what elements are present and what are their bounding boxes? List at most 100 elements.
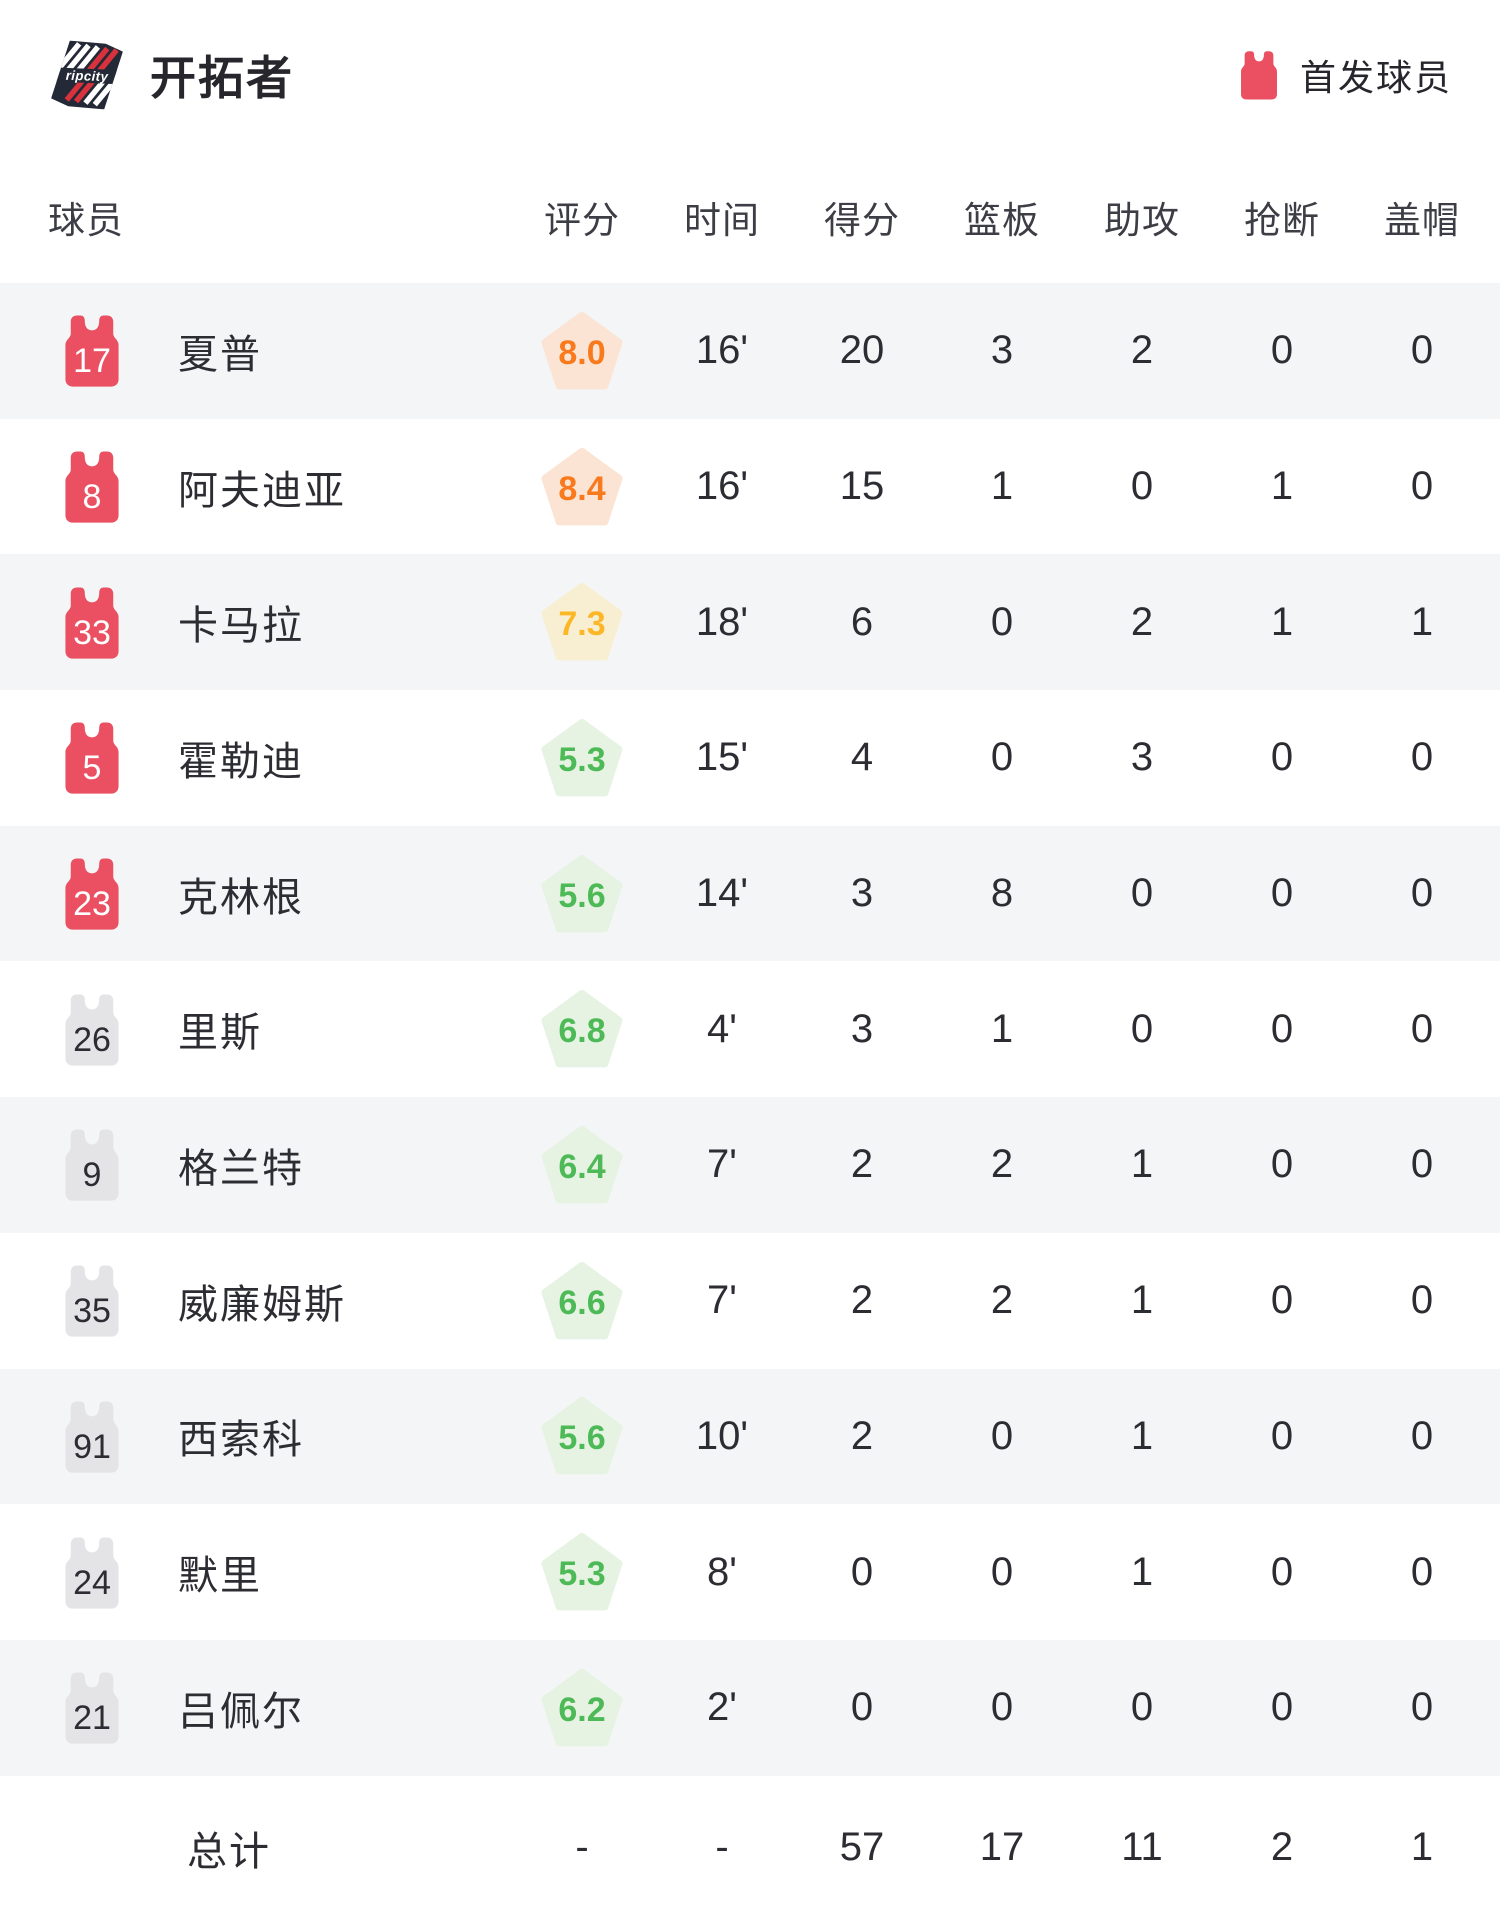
player-row[interactable]: 17 夏普 8.0 16' 20 3 2 0 0: [0, 283, 1500, 419]
stat-blocks: 0: [1410, 1685, 1434, 1730]
stat-blocks: 0: [1410, 871, 1434, 916]
player-name: 吕佩尔: [178, 1689, 304, 1734]
table-column-headers: 球员 评分 时间 得分 篮板 助攻 抢断 盖帽: [0, 150, 1500, 283]
jersey-icon: 35: [65, 1265, 119, 1337]
stat-rebounds: 2: [990, 1142, 1014, 1187]
team-block: ripcity 开拓者: [48, 39, 294, 111]
player-name: 西索科: [178, 1418, 304, 1463]
stat-points: 15: [839, 464, 885, 509]
rating-badge: 5.3: [540, 1531, 624, 1613]
stat-time: 7': [707, 1278, 737, 1323]
stat-assists: 0: [1130, 1685, 1154, 1730]
rating-value: 6.6: [558, 1283, 606, 1322]
rating-cell: 6.8: [512, 988, 652, 1070]
stat-time: 16': [695, 328, 749, 373]
starter-legend-label: 首发球员: [1299, 57, 1452, 98]
rating-badge: 5.3: [540, 717, 624, 799]
stat-blocks: 1: [1410, 599, 1434, 644]
totals-rating: -: [575, 1825, 589, 1870]
rating-value: 7.3: [558, 605, 606, 644]
jersey-number: 24: [73, 1563, 111, 1601]
rating-cell: 7.3: [512, 581, 652, 663]
totals-time: -: [715, 1825, 729, 1870]
rating-cell: 5.3: [512, 1531, 652, 1613]
stat-steals: 0: [1270, 735, 1294, 780]
rating-value: 8.0: [558, 333, 606, 372]
jersey-number: 35: [73, 1292, 111, 1330]
rating-value: 5.3: [558, 1555, 606, 1594]
player-row[interactable]: 21 吕佩尔 6.2 2' 0 0 0 0 0: [0, 1639, 1500, 1776]
player-name: 默里: [178, 1554, 262, 1599]
stat-assists: 1: [1130, 1142, 1154, 1187]
stat-assists: 0: [1130, 1006, 1154, 1051]
player-cell: 24 默里: [48, 1534, 512, 1611]
pentagon-icon: [541, 583, 623, 661]
stat-time: 18': [695, 599, 749, 644]
rating-value: 8.4: [558, 469, 606, 508]
column-header-blocks: 盖帽: [1384, 199, 1460, 241]
totals-label: 总计: [187, 1829, 271, 1874]
stat-steals: 0: [1270, 328, 1294, 373]
stat-time: 2': [707, 1685, 737, 1730]
stat-points: 0: [850, 1549, 874, 1594]
totals-row: 总计 - - 57 17 11 2 1: [0, 1775, 1500, 1920]
jersey-icon: 17: [65, 315, 119, 387]
page-title: 开拓者: [150, 52, 294, 104]
player-row[interactable]: 5 霍勒迪 5.3 15' 4 0 3 0 0: [0, 690, 1500, 826]
stat-time: 16': [695, 464, 749, 509]
stat-time: 4': [707, 1006, 737, 1051]
player-cell: 5 霍勒迪: [48, 719, 512, 796]
player-cell: 23 克林根: [48, 855, 512, 932]
player-row[interactable]: 91 西索科 5.6 10' 2 0 1 0 0: [0, 1368, 1500, 1505]
player-row[interactable]: 24 默里 5.3 8' 0 0 1 0 0: [0, 1504, 1500, 1640]
player-name: 里斯: [178, 1011, 262, 1056]
player-name: 卡马拉: [178, 604, 304, 649]
jersey-number: 5: [83, 749, 102, 787]
stat-points: 2: [850, 1413, 874, 1458]
starter-legend: 首发球员: [1236, 49, 1452, 101]
stat-points: 3: [850, 1006, 874, 1051]
stat-points: 0: [850, 1685, 874, 1730]
player-table-body: 17 夏普 8.0 16' 20 3 2 0 0 8 阿夫迪亚: [0, 283, 1500, 1776]
stat-steals: 0: [1270, 1413, 1294, 1458]
ripcity-logo-icon: ripcity: [51, 40, 123, 110]
logo-wordmark: ripcity: [66, 68, 109, 84]
player-cell: 33 卡马拉: [48, 584, 512, 661]
rating-value: 6.8: [558, 1012, 606, 1051]
stat-blocks: 0: [1410, 735, 1434, 780]
player-row[interactable]: 26 里斯 6.8 4' 3 1 0 0 0: [0, 961, 1500, 1097]
stat-time: 7': [707, 1142, 737, 1187]
stat-assists: 2: [1130, 599, 1154, 644]
column-header-player: 球员: [48, 199, 124, 241]
rating-value: 5.6: [558, 1419, 606, 1458]
stat-time: 14': [695, 871, 749, 916]
jersey-number: 26: [73, 1021, 111, 1059]
stat-assists: 1: [1130, 1549, 1154, 1594]
rating-badge: 6.6: [540, 1260, 624, 1342]
player-row[interactable]: 9 格兰特 6.4 7' 2 2 1 0 0: [0, 1097, 1500, 1233]
rating-value: 6.4: [558, 1147, 606, 1186]
player-row[interactable]: 8 阿夫迪亚 8.4 16' 15 1 0 1 0: [0, 419, 1500, 555]
stat-assists: 1: [1130, 1413, 1154, 1458]
stat-rebounds: 3: [990, 328, 1014, 373]
jersey-icon: 33: [65, 587, 119, 659]
pentagon-icon: [541, 447, 623, 525]
player-cell: 8 阿夫迪亚: [48, 448, 512, 525]
player-row[interactable]: 23 克林根 5.6 14' 3 8 0 0 0: [0, 825, 1500, 962]
player-row[interactable]: 33 卡马拉 7.3 18' 6 0 2 1 1: [0, 554, 1500, 691]
rating-badge: 6.4: [540, 1124, 624, 1206]
jersey-icon: 5: [65, 722, 119, 795]
player-row[interactable]: 35 威廉姆斯 6.6 7' 2 2 1 0 0: [0, 1233, 1500, 1369]
column-header-assists: 助攻: [1104, 199, 1180, 241]
stat-steals: 0: [1270, 1549, 1294, 1594]
jersey-number: 91: [73, 1428, 111, 1466]
stat-assists: 2: [1130, 328, 1154, 373]
jersey-number: 9: [83, 1156, 102, 1194]
player-cell: 91 西索科: [48, 1398, 512, 1475]
column-header-rebounds: 篮板: [964, 199, 1040, 241]
stat-rebounds: 1: [990, 464, 1014, 509]
team-header: ripcity 开拓者 首发球员: [0, 0, 1500, 150]
jersey-number: 33: [73, 613, 111, 651]
jersey-icon: 21: [65, 1672, 119, 1744]
rating-value: 6.2: [558, 1690, 606, 1729]
